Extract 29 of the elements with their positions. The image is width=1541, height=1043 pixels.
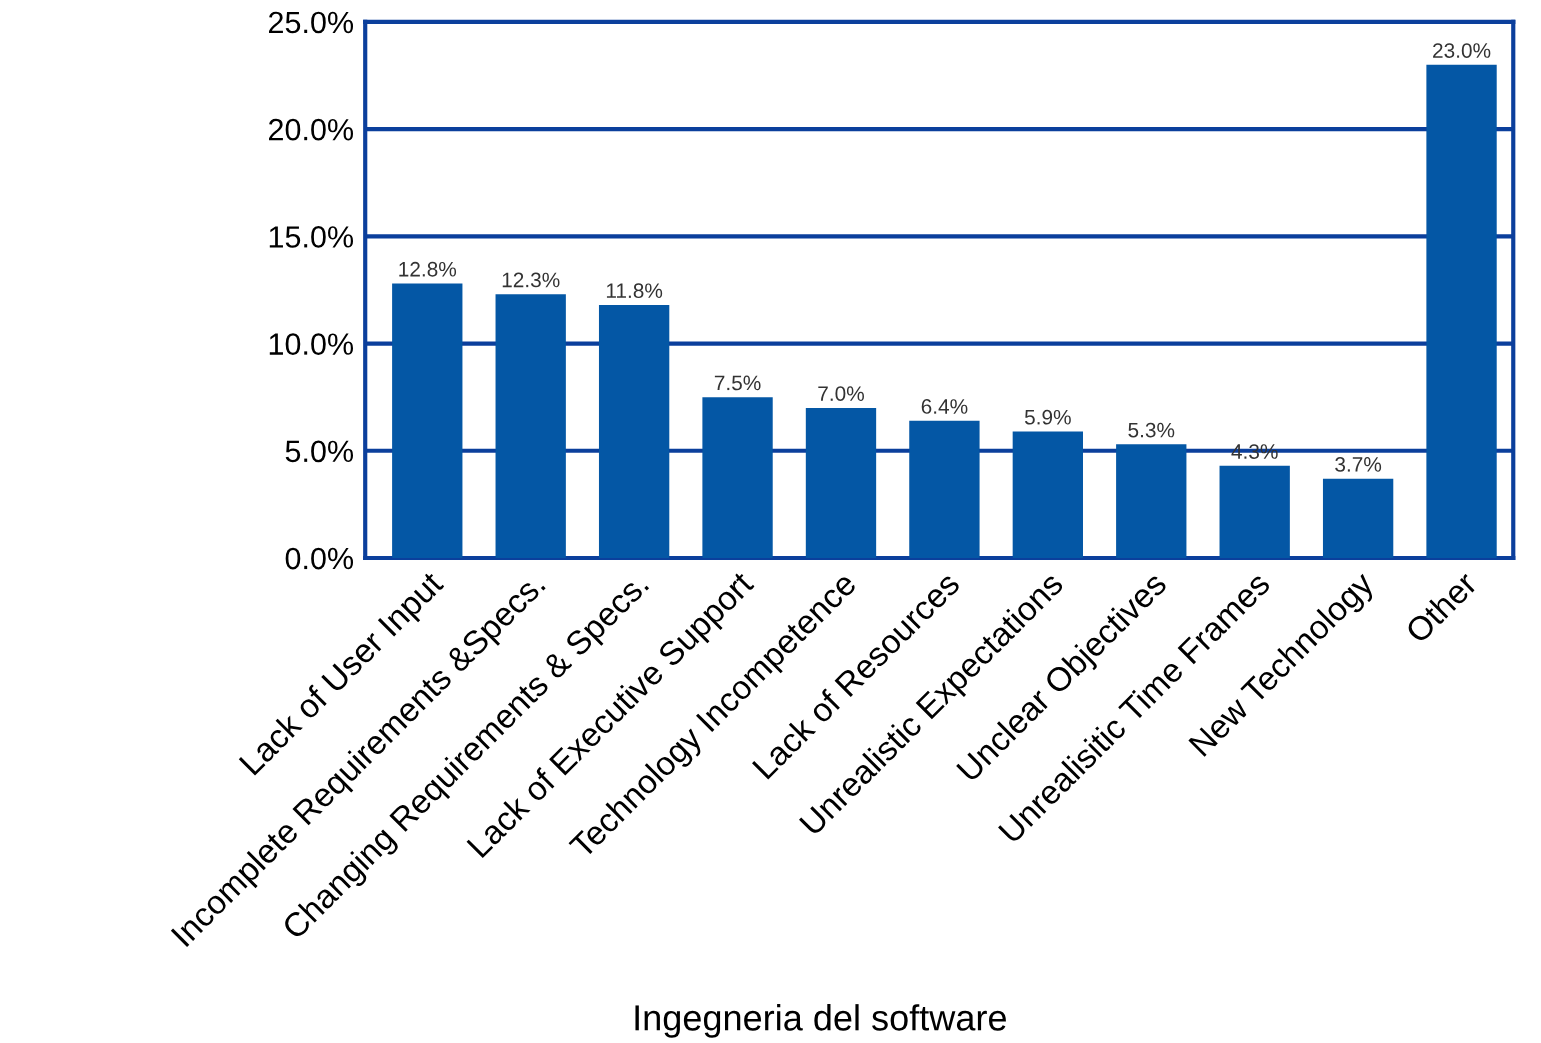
y-tick-label: 25.0%: [269, 11, 354, 34]
bar: [1219, 465, 1290, 558]
bar: [909, 420, 980, 558]
bar: [1426, 64, 1497, 558]
bar: [805, 407, 877, 558]
data-label: 5.9%: [1024, 409, 1071, 425]
text: Ingegneria del software: [635, 1004, 1006, 1038]
bar: [1012, 431, 1083, 558]
bar: [392, 283, 463, 558]
data-label: 4.3%: [1231, 444, 1278, 459]
bar: [1322, 478, 1394, 558]
y-tick-label: 5.0%: [285, 440, 354, 463]
data-label: 7.0%: [818, 386, 864, 401]
data-label: 5.3%: [1128, 422, 1175, 438]
y-tick-label: 15.0%: [269, 226, 354, 248]
bar: [495, 294, 566, 558]
bar: [1116, 444, 1187, 558]
y-tick-label: 10.0%: [269, 333, 354, 355]
data-label: 12.8%: [399, 261, 457, 277]
bar: [702, 397, 773, 558]
bar: [598, 304, 670, 558]
data-label: 7.5%: [714, 375, 761, 391]
data-label: 11.8%: [606, 283, 663, 299]
y-tick-label: 20.0%: [269, 118, 354, 141]
data-label: 23.0%: [1433, 43, 1491, 58]
y-tick-label: 0.0%: [285, 547, 354, 570]
data-label: 12.3%: [502, 272, 560, 288]
data-label: 6.4%: [921, 399, 968, 414]
data-label: 3.7%: [1335, 457, 1382, 472]
